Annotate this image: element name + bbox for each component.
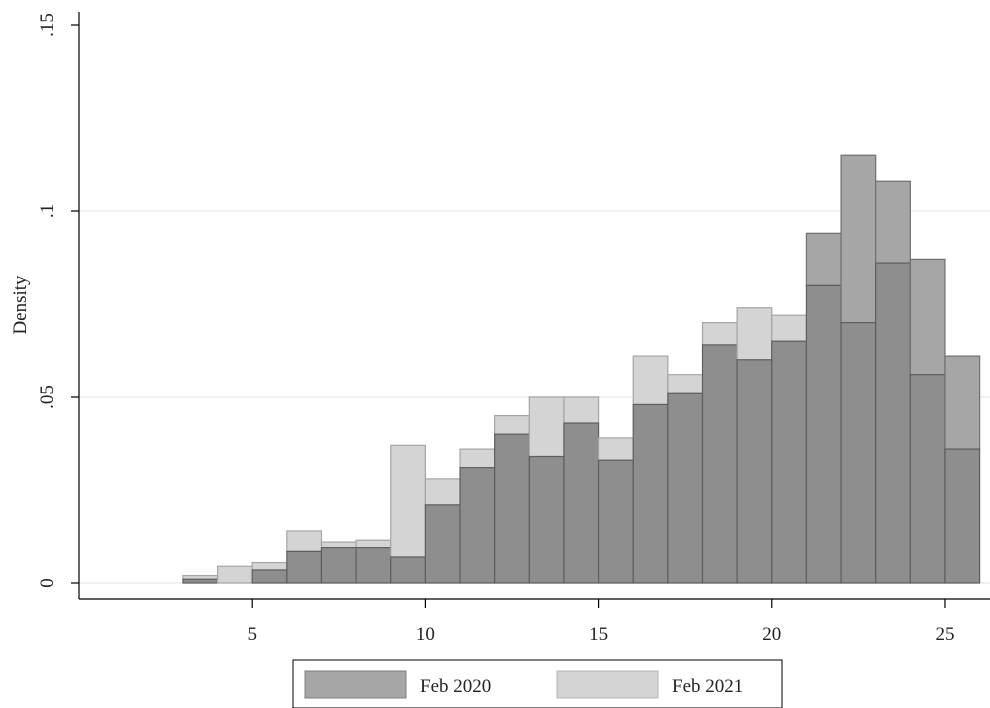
bar-overlap-7	[424, 504, 461, 584]
x-tick-label-3: 20	[762, 624, 781, 645]
bar-overlap-18	[805, 284, 842, 584]
bar-overlap-2	[251, 569, 288, 584]
bar-overlap-17	[771, 340, 808, 584]
bar-overlap-5	[355, 547, 392, 584]
bar-feb-2021-17	[771, 314, 808, 342]
y-tick-label-1: .05	[37, 385, 58, 409]
bar-overlap-19	[840, 322, 877, 584]
bar-feb-2020-20	[875, 180, 911, 264]
x-tick-label-1: 10	[416, 624, 435, 645]
bar-overlap-15	[701, 344, 738, 584]
bar-feb-2021-12	[597, 437, 634, 461]
bar-overlap-11	[563, 422, 600, 584]
bar-feb-2021-7	[424, 478, 461, 506]
y-tick-label-3: .15	[37, 13, 58, 37]
y-tick-label-2: .1	[37, 204, 58, 218]
bar-feb-2021-5	[355, 539, 392, 549]
bar-feb-2021-14	[667, 374, 704, 394]
x-tick-label-2: 15	[589, 624, 608, 645]
bar-feb-2021-4	[320, 541, 357, 549]
bar-feb-2020-21	[909, 258, 946, 376]
bar-feb-2021-13	[632, 355, 669, 406]
bar-overlap-22	[944, 448, 981, 584]
bar-feb-2021-2	[251, 561, 288, 571]
bar-overlap-4	[320, 547, 357, 584]
bar-overlap-3	[286, 550, 323, 584]
bar-overlap-13	[632, 403, 669, 584]
bar-overlap-14	[667, 392, 704, 584]
bar-overlap-20	[875, 262, 911, 584]
bar-feb-2020-19	[840, 154, 877, 324]
y-axis-title: Density	[10, 275, 31, 335]
bar-overlap-16	[736, 359, 773, 584]
bar-feb-2021-1	[216, 565, 253, 584]
x-ticks: 5 10 15 20 25	[247, 599, 954, 645]
bar-overlap-0	[182, 578, 219, 584]
bar-feb-2021-6	[390, 444, 426, 558]
bar-feb-2021-11	[563, 396, 600, 424]
bar-feb-2021-8	[459, 448, 496, 469]
legend-label-feb-2020: Feb 2020	[420, 676, 491, 697]
bar-feb-2021-3	[286, 530, 323, 552]
legend-swatch-feb-2021	[556, 670, 659, 699]
bar-overlap-12	[597, 459, 634, 584]
bar-overlap-9	[494, 433, 530, 584]
bar-feb-2021-15	[701, 322, 738, 346]
legend: Feb 2020 Feb 2021	[292, 659, 783, 708]
bar-feb-2020-22	[944, 355, 981, 450]
bars	[182, 154, 981, 584]
bar-overlap-8	[459, 467, 496, 584]
x-tick-label-4: 25	[935, 624, 954, 645]
bar-overlap-6	[390, 556, 426, 584]
bar-overlap-10	[528, 455, 565, 584]
bar-feb-2021-16	[736, 307, 773, 361]
y-tick-label-0: 0	[37, 578, 58, 588]
bar-feb-2020-18	[805, 232, 842, 287]
bar-feb-2021-10	[528, 396, 565, 458]
y-ticks: 0 .05 .1 .15	[37, 13, 79, 588]
x-tick-label-0: 5	[247, 624, 257, 645]
legend-label-feb-2021: Feb 2021	[672, 676, 743, 697]
bar-overlap-21	[909, 374, 946, 584]
bar-feb-2021-9	[494, 415, 530, 435]
legend-swatch-feb-2020	[304, 670, 407, 699]
